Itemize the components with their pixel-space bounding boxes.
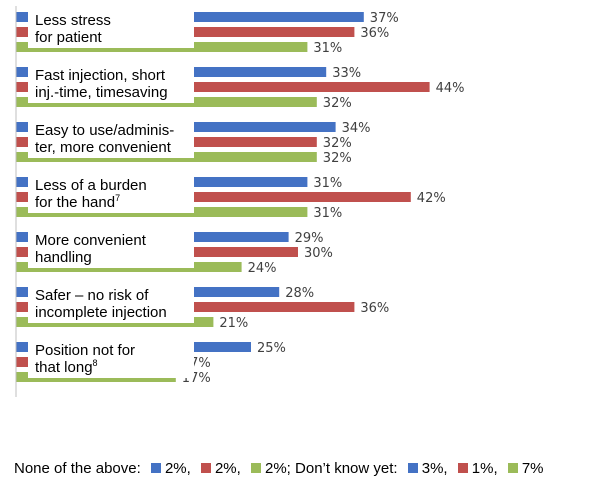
bar-value-label: 37% <box>370 11 399 26</box>
category-label: for patient <box>35 29 103 46</box>
footer-dont-know-label: Don’t know yet: <box>295 460 398 477</box>
legend-swatch-blue <box>407 463 418 473</box>
legend-swatch-red <box>457 463 468 473</box>
footer-dont-know-red: 1%, <box>471 460 498 477</box>
footer-dont-know-green: 7% <box>521 460 544 477</box>
bar-value-label: 21% <box>219 316 248 331</box>
category-label-box <box>28 65 194 103</box>
category-label: Easy to use/adminis- <box>35 122 174 139</box>
bar-value-label: 32% <box>323 136 352 151</box>
bar-value-label: 31% <box>313 206 342 221</box>
bar-value-label: 44% <box>436 81 465 96</box>
bar-value-label: 28% <box>285 286 314 301</box>
category-label-box <box>28 340 194 378</box>
bar-value-label: 29% <box>295 231 324 246</box>
category-label-box <box>28 10 194 48</box>
legend-swatch-green <box>251 463 261 473</box>
footer-none-label: None of the above: <box>14 460 141 477</box>
category-label: Less of a burden <box>35 177 147 194</box>
footer-note: None of the above: 2%, 2%, 2%; Don’t kno… <box>14 460 604 477</box>
bar-value-label: 36% <box>360 301 389 316</box>
footer-none-green: 2%; <box>265 460 291 477</box>
legend-swatch-red <box>200 463 211 473</box>
bar-value-label: 33% <box>332 66 361 81</box>
bar-value-label: 36% <box>360 26 389 41</box>
bar-value-label: 30% <box>304 246 333 261</box>
bar-value-label: 32% <box>323 151 352 166</box>
bar-value-label: 34% <box>342 121 371 136</box>
category-label: handling <box>35 249 92 266</box>
bar-value-label: 25% <box>257 341 286 356</box>
footer-none-red: 2%, <box>214 460 241 477</box>
category-label: that long8 <box>35 358 98 376</box>
category-label: Position not for <box>35 342 135 359</box>
category-label: Less stress <box>35 12 111 29</box>
bar-value-label: 24% <box>248 261 277 276</box>
footnote-marker: 7 <box>115 193 120 203</box>
category-label-box <box>28 175 194 213</box>
footer-none-blue: 2%, <box>164 460 191 477</box>
category-label: More convenient <box>35 232 147 249</box>
category-label: ter, more convenient <box>35 139 172 156</box>
category-label-box <box>28 120 194 158</box>
category-label: incomplete injection <box>35 304 167 321</box>
bar-value-label: 31% <box>313 41 342 56</box>
category-label: for the hand7 <box>35 193 120 211</box>
bar-value-label: 31% <box>313 176 342 191</box>
footnote-marker: 8 <box>93 358 98 368</box>
category-label: Fast injection, short <box>35 67 166 84</box>
category-label-box <box>28 230 194 268</box>
legend-swatch-blue <box>150 463 161 473</box>
bar-value-label: 32% <box>323 96 352 111</box>
category-label: Safer – no risk of <box>35 287 149 304</box>
bar <box>16 82 430 92</box>
category-label-box <box>28 285 194 323</box>
footer-dont-know-blue: 3%, <box>421 460 448 477</box>
legend-swatch-green <box>507 463 518 473</box>
bar-value-label: 42% <box>417 191 446 206</box>
category-label: inj.-time, timesaving <box>35 84 168 101</box>
bar <box>16 192 411 202</box>
